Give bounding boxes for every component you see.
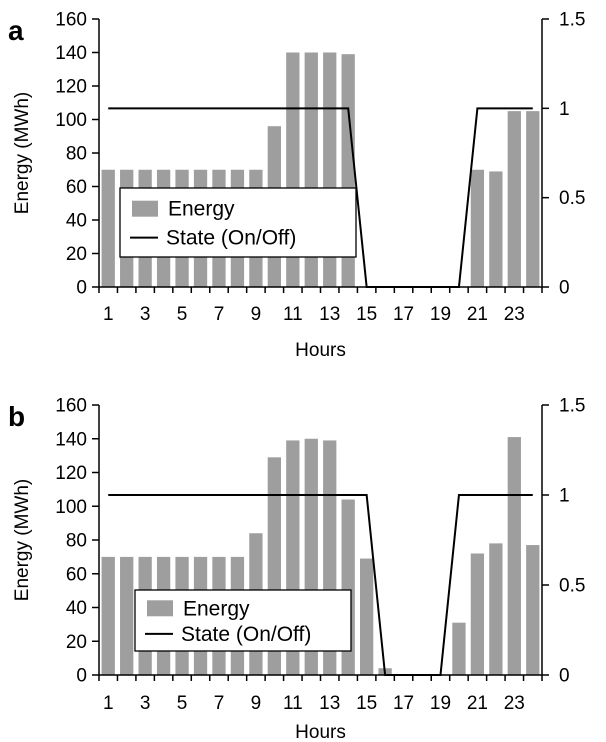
y-tick-label: 60 [66,564,87,585]
x-tick-label: 23 [504,304,525,325]
y2-tick-label: 0 [559,666,570,687]
state-line [108,494,533,676]
y-tick-label: 120 [55,463,87,484]
panel-letter: a [8,15,24,46]
x-tick-label: 15 [356,693,377,714]
y2-tick-label: 1 [559,486,570,507]
x-tick-label: 17 [393,693,414,714]
x-tick-label: 11 [283,304,303,325]
y-tick-label: 160 [55,396,87,417]
x-tick-label: 23 [504,693,525,714]
energy-bar-hour-21 [470,553,485,675]
x-tick-label: 19 [430,304,451,325]
y-tick-label: 100 [55,497,87,518]
x-axis-title: Hours [295,722,346,742]
x-tick-label: 1 [103,304,114,325]
state-line [108,107,533,288]
y2-tick-label: 0.5 [559,576,585,597]
x-tick-label: 3 [140,693,151,714]
energy-bar-hour-15 [360,558,374,675]
x-tick-label: 19 [430,693,451,714]
energy-bar-hour-21 [470,169,485,287]
y-tick-label: 20 [66,244,87,265]
x-tick-label: 7 [214,693,225,714]
x-tick-label: 5 [177,693,188,714]
y2-tick-label: 1.5 [559,10,585,31]
legend-box [119,187,357,258]
y2-tick-label: 1.5 [559,396,585,417]
y-tick-label: 100 [55,110,87,131]
energy-bar-hour-20 [452,622,466,675]
y-axis-title: Energy (MWh) [12,479,33,601]
legend-energy-swatch [147,600,173,617]
x-tick-label: 21 [467,304,488,325]
legend-box [134,589,352,652]
x-tick-label: 15 [356,304,377,325]
y2-tick-label: 1 [559,99,570,120]
x-tick-label: 3 [140,304,151,325]
x-tick-label: 1 [103,693,114,714]
energy-bar-hour-22 [489,171,503,287]
legend-state-label: State (On/Off) [166,227,296,250]
x-tick-label: 9 [251,693,262,714]
legend: Energy State (On/Off) [119,187,357,258]
y-axis-title: Energy (MWh) [12,92,33,214]
y-tick-label: 80 [66,531,87,552]
y2-tick-label: 0 [559,278,570,299]
energy-bar-hour-22 [489,543,503,676]
y-tick-label: 40 [66,598,87,619]
energy-bar-hour-2 [120,556,134,676]
legend: Energy State (On/Off) [134,589,352,652]
x-tick-label: 11 [283,693,303,714]
x-tick-label: 21 [467,693,488,714]
panel-letter: b [8,401,25,432]
legend-state-label: State (On/Off) [181,623,311,646]
y-tick-label: 140 [55,43,87,64]
energy-bar-hour-1 [101,556,115,676]
y-tick-label: 120 [55,77,87,98]
energy-bar-hour-24 [526,545,540,675]
legend-energy-label: Energy [168,198,235,221]
x-tick-label: 5 [177,304,188,325]
energy-bar-hour-1 [101,169,115,287]
x-axis-title: Hours [295,340,346,361]
x-tick-label: 17 [393,304,414,325]
x-tick-label: 9 [251,304,262,325]
y-tick-label: 40 [66,211,87,232]
energy-bar-hour-23 [507,437,521,675]
y-tick-label: 60 [66,177,87,198]
x-tick-label: 13 [319,693,340,714]
legend-energy-label: Energy [183,597,250,620]
y-tick-label: 20 [66,632,87,653]
y-tick-label: 80 [66,144,87,165]
energy-bar-hour-24 [526,111,540,288]
y-tick-label: 160 [55,10,87,31]
energy-bar-hour-23 [507,111,521,288]
legend-energy-swatch [132,200,158,217]
x-tick-label: 7 [214,304,225,325]
y-tick-label: 0 [76,666,87,687]
y-tick-label: 140 [55,429,87,450]
x-tick-label: 13 [319,304,340,325]
y-tick-label: 0 [76,278,87,299]
y2-tick-label: 0.5 [559,188,585,209]
